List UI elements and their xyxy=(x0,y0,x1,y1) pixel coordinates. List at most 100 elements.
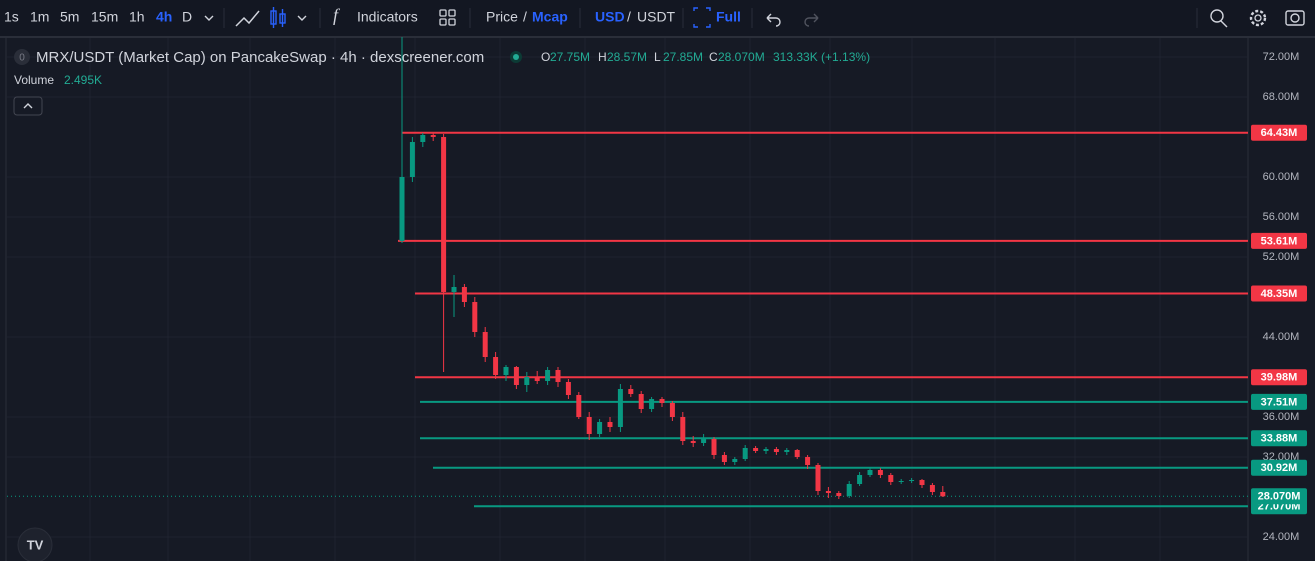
candles xyxy=(399,37,946,499)
candle-body xyxy=(576,395,582,417)
symbol-title: MRX/USDT (Market Cap) on PancakeSwap · 4… xyxy=(36,49,484,66)
settings-icon-core xyxy=(1254,14,1262,22)
candle-body xyxy=(784,450,790,452)
ohlc-key: O xyxy=(541,50,550,64)
candle-body xyxy=(565,382,571,395)
volume-value: 2.495K xyxy=(64,73,102,87)
chevron[interactable] xyxy=(297,15,307,21)
collapse-button[interactable] xyxy=(13,96,43,116)
volume-label: Volume xyxy=(14,73,54,87)
grid xyxy=(7,38,1248,561)
candle-body xyxy=(451,287,457,292)
candle-body xyxy=(472,302,478,332)
usd-toggle[interactable]: USD xyxy=(595,9,625,25)
interval-button[interactable]: D xyxy=(182,9,192,25)
status-dot xyxy=(513,54,519,60)
interval-button[interactable]: 4h xyxy=(156,9,172,25)
interval-button[interactable]: 1s xyxy=(4,9,19,25)
interval-button[interactable]: 5m xyxy=(60,9,79,25)
candle-body xyxy=(701,439,707,443)
candle-icon[interactable] xyxy=(270,7,286,28)
candle-body xyxy=(721,455,727,462)
y-tick-label: 36.00M xyxy=(1263,411,1300,423)
candle-body xyxy=(732,459,738,462)
chevron[interactable] xyxy=(204,15,214,21)
candle-body xyxy=(898,481,904,482)
search-icon[interactable] xyxy=(1210,9,1224,23)
icon-part xyxy=(448,9,456,17)
ohlc-value: 28.57M xyxy=(607,50,647,64)
candle-body xyxy=(867,470,873,475)
toolbar xyxy=(0,0,1315,36)
candle-body xyxy=(493,357,499,375)
level-label-box xyxy=(1251,369,1307,386)
camera-icon[interactable] xyxy=(1285,10,1305,26)
price-toggle[interactable]: Price xyxy=(486,9,518,25)
badge-text: 0 xyxy=(19,53,25,64)
ohlc-value: 28.070M xyxy=(718,50,765,64)
ohlc: O 27.75M H 28.57M L 27.85M C 28.070M 313.33K (+1… xyxy=(541,50,870,64)
interval-button[interactable]: 1h xyxy=(129,9,145,25)
candle-body xyxy=(836,493,842,496)
candle-body xyxy=(805,457,811,465)
slash: / xyxy=(523,9,527,25)
collapse-icon xyxy=(23,103,33,109)
ohlc-change: 313.33K (+1.13%) xyxy=(773,50,870,64)
candle-body xyxy=(659,399,665,403)
candle-body xyxy=(628,389,634,394)
candle-body xyxy=(617,389,623,427)
levels xyxy=(7,131,1248,508)
full-button[interactable]: Full xyxy=(716,9,741,25)
ohlc-key: H xyxy=(598,50,607,64)
usdt-toggle[interactable]: USDT xyxy=(637,9,676,25)
last-price-label: 28.070M xyxy=(1258,491,1301,503)
candle-body xyxy=(940,492,946,497)
candle-body xyxy=(420,135,426,142)
candle-body xyxy=(909,480,915,481)
legend: 0 MRX/USDT (Market Cap) on PancakeSwap ·… xyxy=(13,49,522,116)
interval-button[interactable]: 1m xyxy=(30,9,49,25)
fx-icon[interactable]: f xyxy=(333,5,341,25)
level-label: 53.61M xyxy=(1261,235,1298,247)
toolbar-items: f Price / Mcap USD / USDT Full Indicator… xyxy=(4,5,1305,28)
slash: / xyxy=(627,9,631,25)
candle-body xyxy=(503,367,509,375)
line-chart-icon[interactable] xyxy=(235,10,260,27)
candle-body xyxy=(534,377,540,381)
level-label: 33.88M xyxy=(1261,433,1298,445)
candle-body xyxy=(441,137,447,292)
interval-button[interactable]: 15m xyxy=(91,9,118,25)
icon-part xyxy=(448,18,456,26)
camera-lens xyxy=(1290,13,1300,23)
logo[interactable] xyxy=(17,527,53,561)
candle-body xyxy=(877,470,883,475)
candle-body xyxy=(888,475,894,482)
full-icon[interactable] xyxy=(693,7,711,28)
candle-body xyxy=(409,142,415,177)
y-tick-label: 44.00M xyxy=(1263,331,1300,343)
level-label: 30.92M xyxy=(1261,462,1298,474)
y-tick-label: 56.00M xyxy=(1263,211,1300,223)
candle-body xyxy=(825,491,831,493)
settings-icon[interactable] xyxy=(1249,9,1267,27)
undo-icon[interactable] xyxy=(766,13,781,27)
candle-body xyxy=(461,287,467,302)
y-tick-label: 52.00M xyxy=(1263,251,1300,263)
redo-icon[interactable] xyxy=(804,13,819,27)
candle-body xyxy=(919,480,925,485)
layout-icon[interactable] xyxy=(439,9,456,26)
candle-body xyxy=(430,135,436,137)
level-label-box xyxy=(1251,459,1307,476)
candle-body xyxy=(857,475,863,484)
mcap-toggle[interactable]: Mcap xyxy=(532,9,568,25)
candle-body xyxy=(524,377,530,385)
indicators-button[interactable]: Indicators xyxy=(357,9,418,25)
candle-body xyxy=(638,394,644,409)
ohlc-value: 27.85M xyxy=(663,50,703,64)
candle-body xyxy=(482,332,488,357)
candle-body xyxy=(815,465,821,491)
candle-body xyxy=(597,422,603,434)
last-price-box xyxy=(1251,488,1307,505)
